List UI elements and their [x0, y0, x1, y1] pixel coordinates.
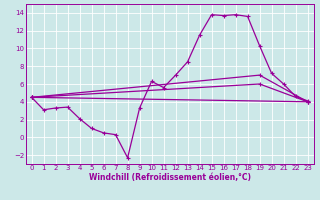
- X-axis label: Windchill (Refroidissement éolien,°C): Windchill (Refroidissement éolien,°C): [89, 173, 251, 182]
